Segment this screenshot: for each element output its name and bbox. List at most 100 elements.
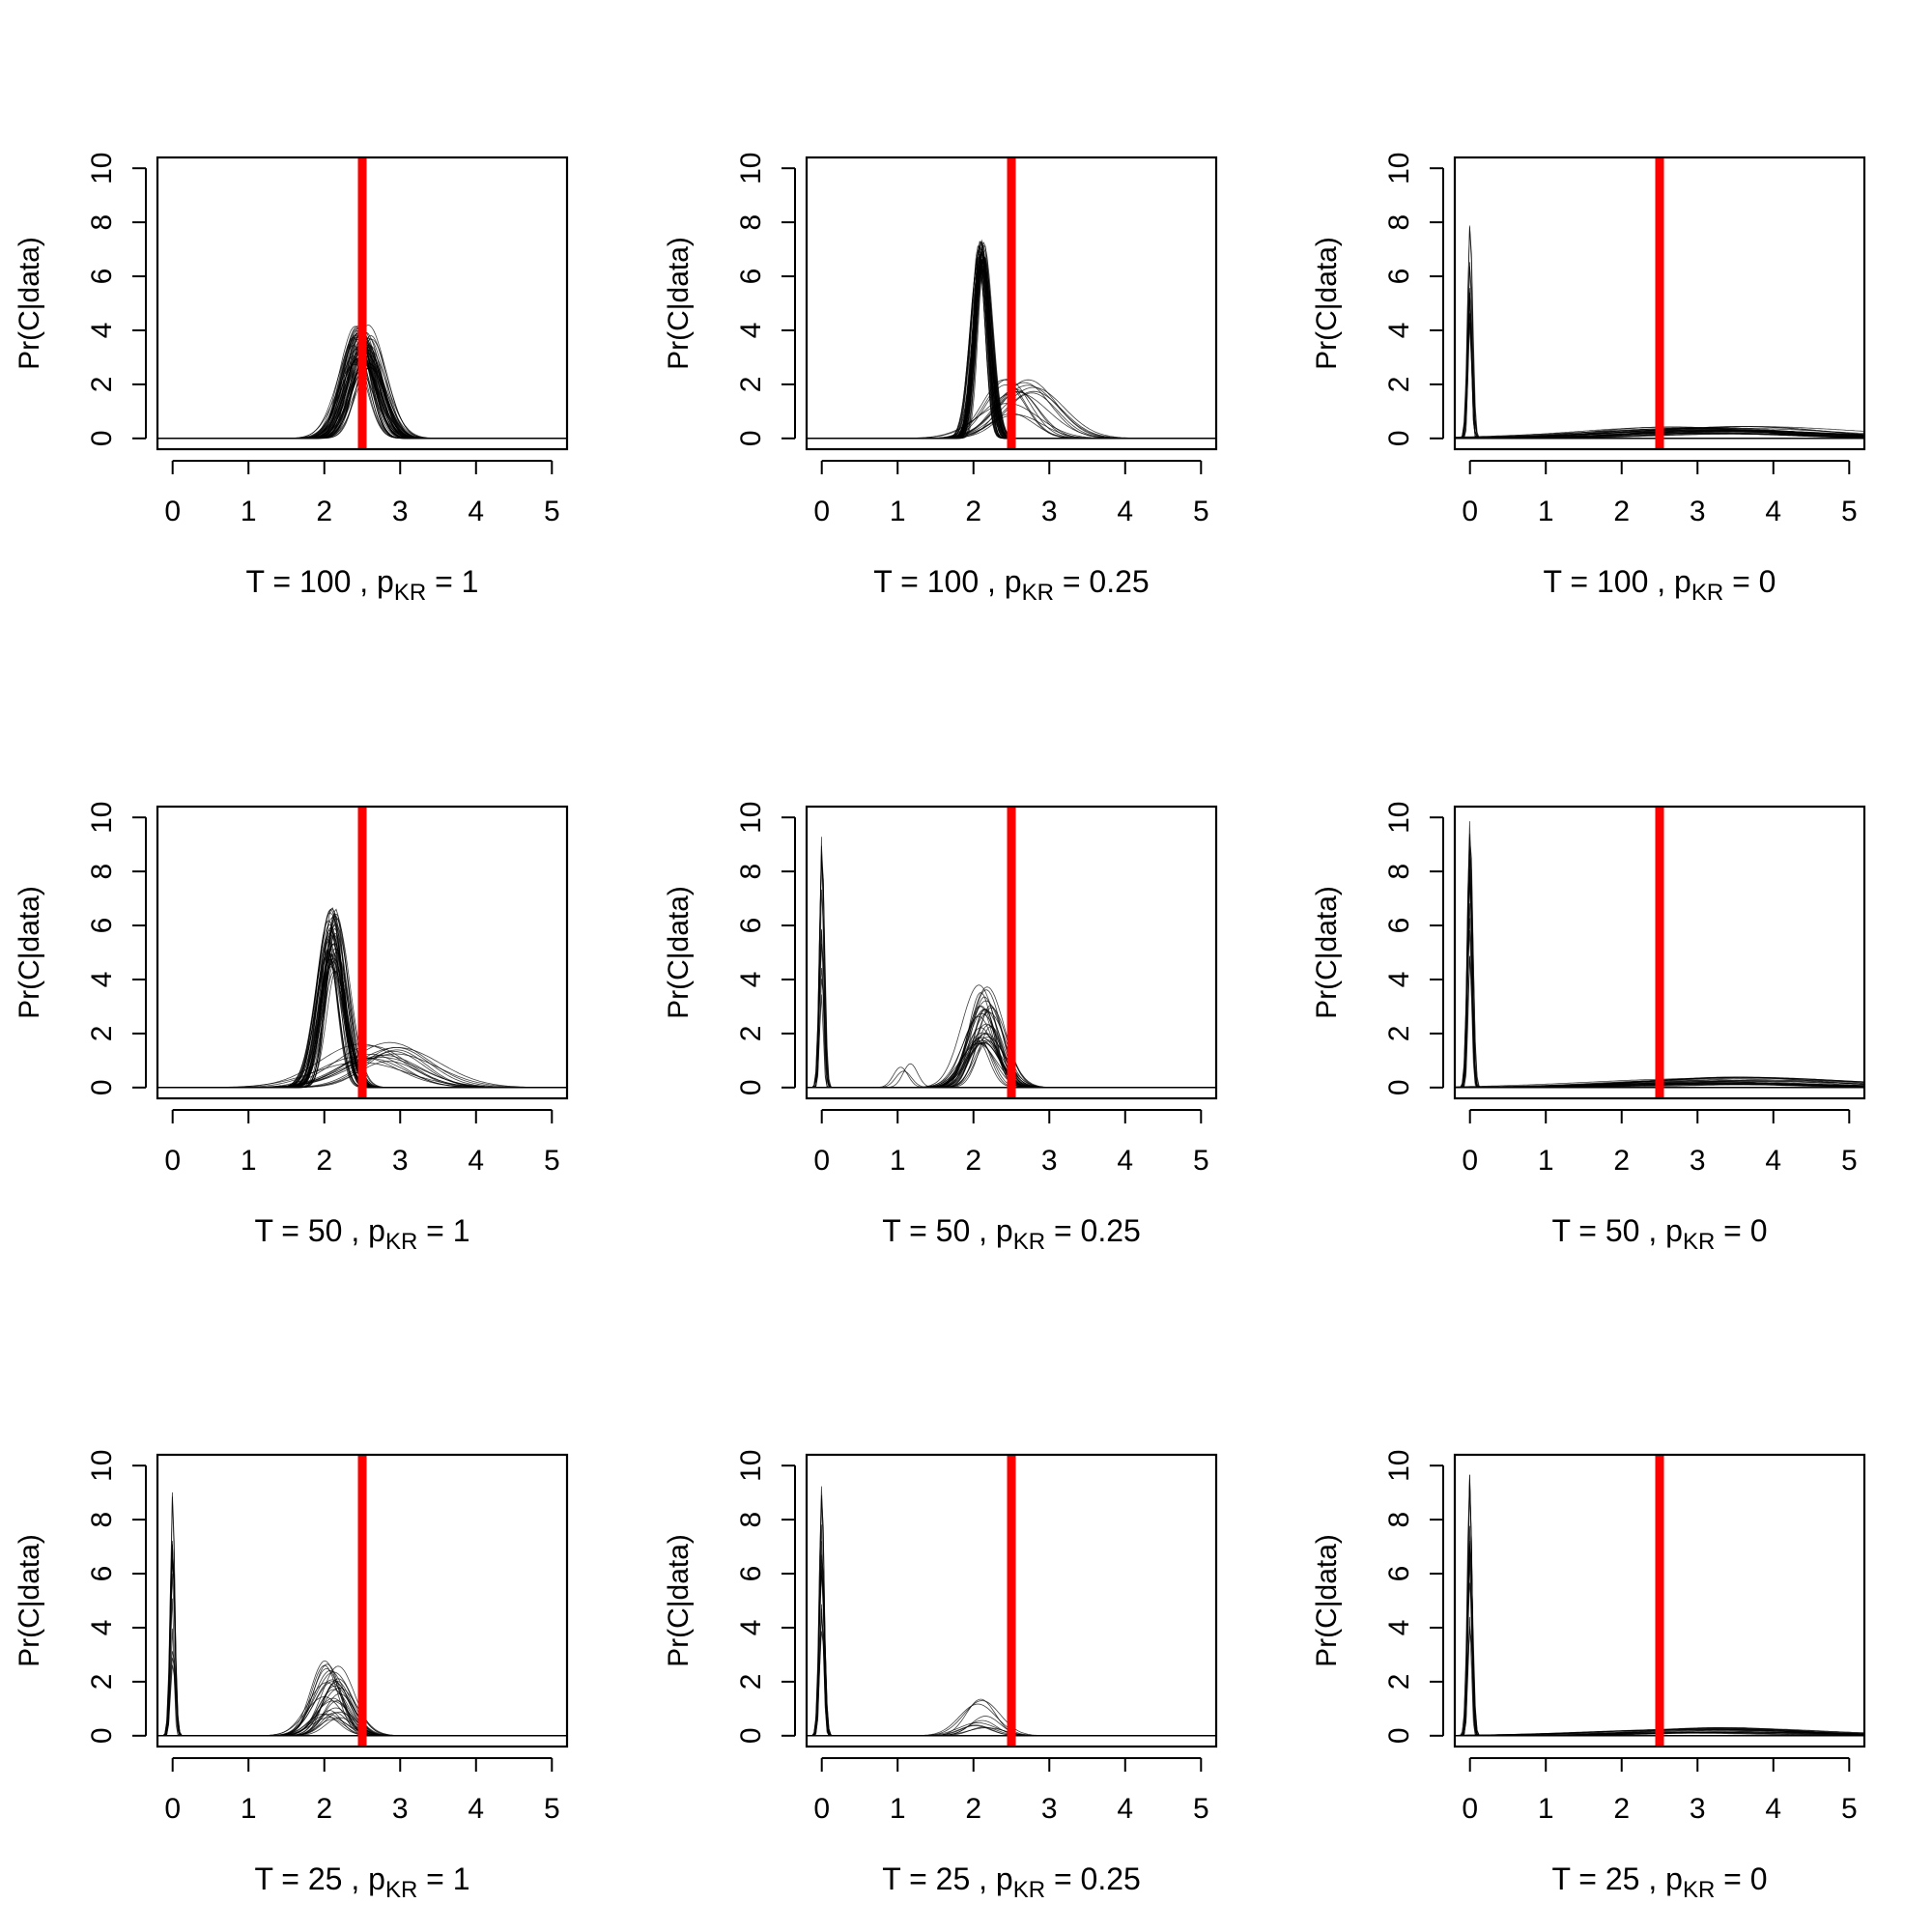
y-tick-label: 4 — [1383, 323, 1415, 339]
x-tick-label: 4 — [468, 496, 484, 527]
x-tick-label: 3 — [1041, 496, 1058, 527]
y-tick-label: 8 — [735, 214, 767, 231]
panel-7: 0 1 2 3 4 5 0 2 4 6 8 10 Pr(C|data) T = 25 , pKR = 0.… — [663, 1449, 1218, 1903]
x-tick-label: 0 — [1462, 496, 1478, 527]
y-axis-label: Pr(C|data) — [663, 237, 695, 370]
y-tick-label: 0 — [1383, 430, 1415, 446]
y-tick-label: 0 — [86, 430, 118, 446]
y-axis-label: Pr(C|data) — [1311, 886, 1343, 1019]
y-tick-label: 10 — [735, 801, 767, 833]
y-tick-label: 2 — [1383, 377, 1415, 393]
x-tick-label: 3 — [392, 1145, 409, 1177]
x-axis-label: T = 25 , pKR = 1 — [254, 1861, 469, 1903]
y-tick-label: 8 — [735, 1512, 767, 1528]
y-tick-label: 6 — [86, 918, 118, 934]
x-tick-label: 3 — [1690, 1793, 1706, 1825]
y-axis-label: Pr(C|data) — [1311, 237, 1343, 370]
panel-1: 0 1 2 3 4 5 0 2 4 6 8 10 Pr(C|data) T = 100 , pKR = 0… — [663, 152, 1218, 606]
x-tick-label: 2 — [965, 1145, 981, 1177]
x-tick-label: 0 — [1462, 1793, 1478, 1825]
plot-frame — [1453, 1453, 1866, 1748]
y-tick-label: 2 — [1383, 1026, 1415, 1042]
y-tick-label: 10 — [86, 801, 118, 833]
x-tick-label: 3 — [1041, 1145, 1058, 1177]
y-tick-label: 0 — [86, 1727, 118, 1744]
x-tick-label: 0 — [813, 1793, 830, 1825]
x-tick-label: 5 — [1193, 496, 1209, 527]
y-tick-label: 8 — [86, 1512, 118, 1528]
x-tick-label: 4 — [1117, 1793, 1133, 1825]
plot-frame — [1453, 156, 1866, 451]
y-tick-label: 0 — [735, 1079, 767, 1095]
x-tick-label: 4 — [1765, 1145, 1781, 1177]
y-axis-label: Pr(C|data) — [663, 886, 695, 1019]
x-axis-label: T = 100 , pKR = 0.25 — [873, 564, 1149, 606]
y-tick-label: 8 — [86, 864, 118, 880]
x-tick-label: 2 — [1613, 1145, 1630, 1177]
y-tick-label: 2 — [86, 1026, 118, 1042]
x-tick-label: 2 — [316, 496, 332, 527]
x-tick-label: 0 — [164, 1145, 181, 1177]
y-tick-label: 10 — [86, 1449, 118, 1481]
x-tick-label: 5 — [544, 1793, 560, 1825]
y-tick-label: 6 — [1383, 269, 1415, 285]
x-tick-label: 1 — [241, 1145, 257, 1177]
panel-2: 0 1 2 3 4 5 0 2 4 6 8 10 Pr(C|data) T = 100 , pKR = 0 — [1311, 152, 1866, 606]
x-tick-label: 2 — [965, 1793, 981, 1825]
y-tick-label: 2 — [86, 1674, 118, 1690]
y-tick-label: 2 — [735, 377, 767, 393]
y-tick-label: 4 — [86, 972, 118, 988]
y-tick-label: 0 — [1383, 1727, 1415, 1744]
y-tick-label: 4 — [86, 323, 118, 339]
y-tick-label: 8 — [1383, 1512, 1415, 1528]
panel-0: 0 1 2 3 4 5 0 2 4 6 8 10 Pr(C|data) T = 100 , pKR = 1 — [14, 152, 569, 606]
y-tick-label: 10 — [1383, 152, 1415, 184]
x-tick-label: 4 — [1765, 1793, 1781, 1825]
x-tick-label: 1 — [890, 1145, 906, 1177]
y-tick-label: 6 — [1383, 918, 1415, 934]
y-axis-label: Pr(C|data) — [1311, 1534, 1343, 1667]
y-tick-label: 2 — [735, 1026, 767, 1042]
y-tick-label: 4 — [735, 1620, 767, 1636]
y-tick-label: 4 — [735, 323, 767, 339]
x-tick-label: 2 — [1613, 496, 1630, 527]
plot-frame — [156, 1453, 569, 1748]
x-tick-label: 1 — [1538, 1793, 1554, 1825]
plot-frame — [156, 805, 569, 1100]
x-tick-label: 4 — [468, 1793, 484, 1825]
plot-frame — [156, 156, 569, 451]
y-tick-label: 10 — [1383, 801, 1415, 833]
x-tick-label: 4 — [1117, 1145, 1133, 1177]
x-tick-label: 0 — [164, 496, 181, 527]
y-tick-label: 0 — [735, 1727, 767, 1744]
y-tick-label: 4 — [735, 972, 767, 988]
x-tick-label: 2 — [965, 496, 981, 527]
y-tick-label: 2 — [1383, 1674, 1415, 1690]
x-tick-label: 2 — [316, 1145, 332, 1177]
x-tick-label: 4 — [1765, 496, 1781, 527]
y-axis-label: Pr(C|data) — [663, 1534, 695, 1667]
y-axis-label: Pr(C|data) — [14, 886, 45, 1019]
y-tick-label: 10 — [735, 1449, 767, 1481]
x-tick-label: 3 — [1041, 1793, 1058, 1825]
y-tick-label: 8 — [86, 214, 118, 231]
x-tick-label: 3 — [1690, 496, 1706, 527]
x-tick-label: 5 — [1841, 1793, 1858, 1825]
x-tick-label: 5 — [1841, 1145, 1858, 1177]
plot-frame — [805, 805, 1218, 1100]
x-axis-label: T = 100 , pKR = 1 — [246, 564, 479, 606]
x-tick-label: 1 — [241, 1793, 257, 1825]
x-axis-label: T = 50 , pKR = 1 — [254, 1213, 469, 1255]
x-tick-label: 1 — [1538, 496, 1554, 527]
x-tick-label: 1 — [1538, 1145, 1554, 1177]
y-tick-label: 8 — [735, 864, 767, 880]
x-tick-label: 0 — [164, 1793, 181, 1825]
y-tick-label: 10 — [735, 152, 767, 184]
panel-4: 0 1 2 3 4 5 0 2 4 6 8 10 Pr(C|data) T = 50 , pKR = 0.… — [663, 801, 1218, 1255]
y-tick-label: 2 — [735, 1674, 767, 1690]
y-tick-label: 8 — [1383, 864, 1415, 880]
y-tick-label: 0 — [735, 430, 767, 446]
plot-frame — [805, 1453, 1218, 1748]
x-tick-label: 5 — [544, 496, 560, 527]
y-tick-label: 6 — [735, 269, 767, 285]
